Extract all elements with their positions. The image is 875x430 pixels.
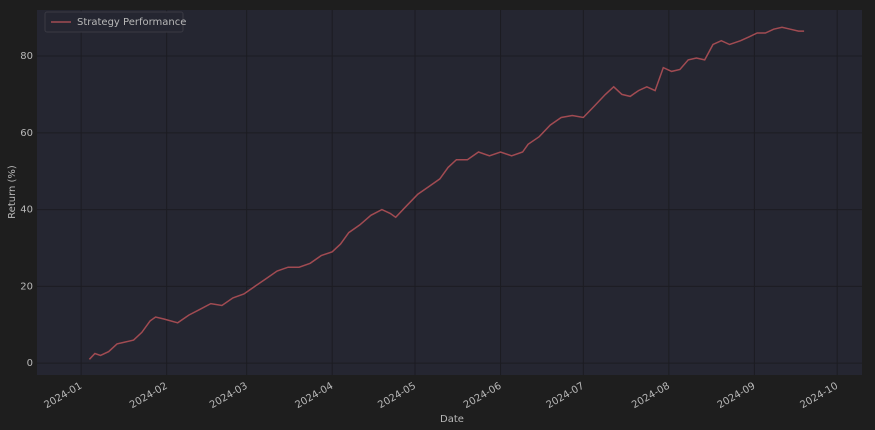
y-tick-label: 80 xyxy=(20,51,33,62)
legend-box xyxy=(44,11,184,33)
y-tick-label: 40 xyxy=(20,205,33,216)
y-tick-label: 60 xyxy=(20,128,33,139)
plot-area xyxy=(37,10,862,375)
legend-label: Strategy Performance xyxy=(77,17,186,28)
x-axis-label: Date xyxy=(440,414,464,425)
y-axis-label: Return (%) xyxy=(7,165,18,219)
y-tick-label: 20 xyxy=(20,281,33,292)
y-tick-label: 0 xyxy=(27,358,33,369)
line xyxy=(88,26,805,360)
